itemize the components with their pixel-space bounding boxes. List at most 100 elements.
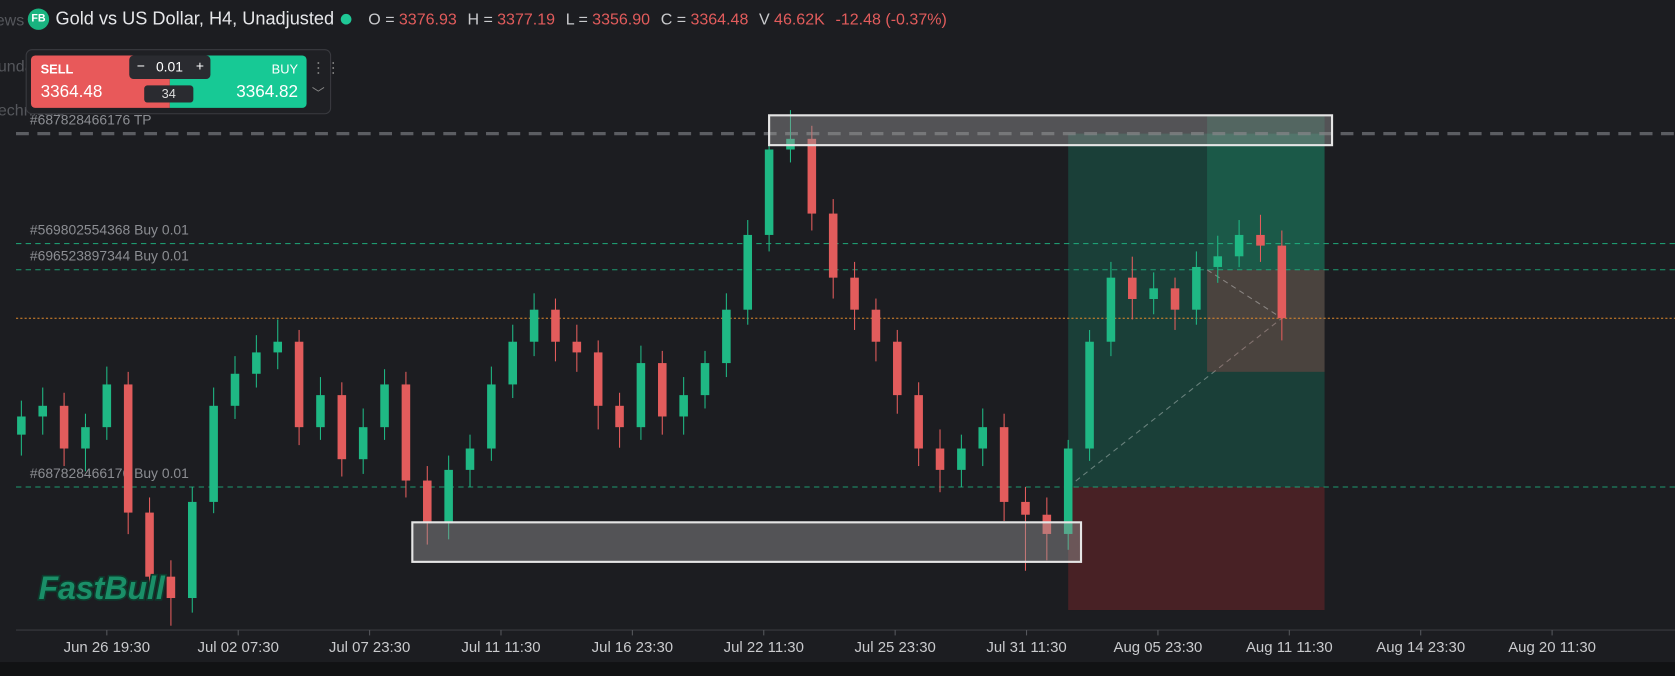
- ohlc-value: 3377.19: [497, 10, 556, 29]
- candle-body: [1277, 245, 1287, 319]
- candle-body: [17, 416, 26, 435]
- candle-body: [59, 405, 69, 449]
- side-tab[interactable]: ews: [0, 12, 24, 30]
- candle-body: [1234, 234, 1244, 257]
- ohlc-label: O =: [368, 10, 395, 29]
- candle-body: [658, 363, 667, 417]
- candle-body: [423, 480, 432, 524]
- ohlc-value: 3356.90: [592, 10, 651, 29]
- buy-price: 3364.82: [236, 83, 299, 102]
- x-tick-label: Jul 22 11:30: [724, 639, 804, 656]
- candle-body: [593, 352, 603, 406]
- candle-body: [914, 395, 923, 449]
- header: FB Gold vs US Dollar, H4, Unadjusted O =…: [27, 8, 947, 30]
- x-tick-label: Aug 05 23:30: [1113, 639, 1202, 656]
- spread: 34: [144, 85, 194, 103]
- candle-body: [1063, 448, 1073, 534]
- ohlc-label: L =: [565, 10, 588, 29]
- change: -12.48 (-0.37%): [835, 10, 947, 29]
- candle-body: [316, 395, 325, 428]
- candle-body: [935, 448, 945, 470]
- x-tick-label: Aug 11 11:30: [1246, 639, 1333, 656]
- position-loss: [1207, 269, 1325, 372]
- candle-body: [1021, 501, 1030, 515]
- candle-body: [893, 341, 902, 396]
- plus[interactable]: +: [195, 57, 205, 74]
- candle-body: [529, 309, 539, 342]
- drag-handle[interactable]: ⋮⋮: [310, 58, 341, 76]
- x-tick-label: Jul 11 11:30: [461, 639, 540, 656]
- position-loss: [1068, 486, 1325, 611]
- candle-body: [294, 341, 304, 428]
- x-tick-label: Jul 31 11:30: [986, 639, 1066, 656]
- status-dot: [340, 13, 352, 25]
- candle-body: [273, 341, 283, 353]
- candle-body: [850, 277, 859, 310]
- candle-body: [209, 405, 218, 502]
- candle-body: [615, 405, 624, 428]
- buy-label: BUY: [271, 61, 299, 77]
- candle-body: [679, 395, 688, 417]
- x-tick-label: Jul 02 07:30: [198, 639, 279, 656]
- candle-body: [828, 213, 838, 278]
- sell-label: SELL: [40, 61, 74, 77]
- order-label: #696523897344 Buy 0.01: [30, 248, 189, 264]
- ohlc-label: H =: [467, 10, 493, 29]
- candle-body: [380, 384, 389, 428]
- candle-body: [999, 427, 1009, 502]
- candle-body: [337, 395, 347, 460]
- candle-body: [123, 384, 133, 513]
- candle-body: [636, 363, 646, 428]
- x-tick-label: Jul 25 23:30: [854, 639, 935, 656]
- order-label: #687828466176 Buy 0.01: [30, 465, 189, 481]
- candle-body: [1170, 288, 1180, 310]
- ohlc-value: 3364.48: [690, 10, 749, 29]
- candle-body: [1085, 341, 1094, 449]
- candle-body: [252, 352, 261, 374]
- sell-button[interactable]: SELL 3364.48: [30, 55, 170, 108]
- candle-body: [145, 512, 154, 577]
- candle-body: [871, 309, 881, 342]
- candle-body: [978, 427, 988, 449]
- quantity-stepper: − 0.01 +: [129, 55, 211, 80]
- candle-body: [1213, 256, 1223, 267]
- logo: FB: [27, 8, 50, 30]
- drawings: #687828466176 TP #569802554368 Buy 0.01 #6…: [16, 110, 1675, 626]
- candle-body: [700, 363, 710, 396]
- collapse[interactable]: ﹀: [311, 86, 325, 102]
- x-tick-label: Aug 14 23:30: [1376, 639, 1465, 656]
- candle-body: [1042, 514, 1052, 534]
- x-tick-label: Jul 16 23:30: [592, 639, 673, 656]
- candle-body: [444, 469, 453, 524]
- zone: [411, 521, 1083, 563]
- position-path: [1206, 269, 1283, 319]
- candle-body: [957, 448, 966, 470]
- candle-body: [188, 501, 197, 599]
- candle-body: [1128, 277, 1137, 300]
- ohlc-value: 46.62K: [774, 10, 825, 29]
- candle-body: [807, 138, 817, 214]
- candle-body: [38, 405, 48, 417]
- candle-body: [465, 448, 475, 470]
- x-tick-label: Jul 07 23:30: [329, 639, 410, 656]
- ohlc-label: V: [759, 10, 770, 29]
- candle-body: [1256, 234, 1265, 246]
- candle-body: [1192, 266, 1201, 310]
- candle-body: [1106, 277, 1116, 342]
- candle-body: [166, 576, 176, 599]
- candle-body: [572, 341, 582, 353]
- candle-body: [358, 427, 368, 460]
- candle-body: [230, 373, 240, 406]
- sell-price: 3364.48: [40, 83, 103, 102]
- watermark: FastBull: [38, 570, 165, 606]
- quantity[interactable]: 0.01: [155, 58, 183, 75]
- candle-body: [508, 341, 518, 385]
- ohlc-label: C =: [660, 10, 687, 29]
- candle-body: [401, 384, 411, 481]
- candle-body: [487, 384, 496, 449]
- order-label: #687828466176 TP: [30, 112, 152, 128]
- x-tick-label: Jun 26 19:30: [64, 639, 150, 656]
- minus[interactable]: −: [136, 57, 145, 74]
